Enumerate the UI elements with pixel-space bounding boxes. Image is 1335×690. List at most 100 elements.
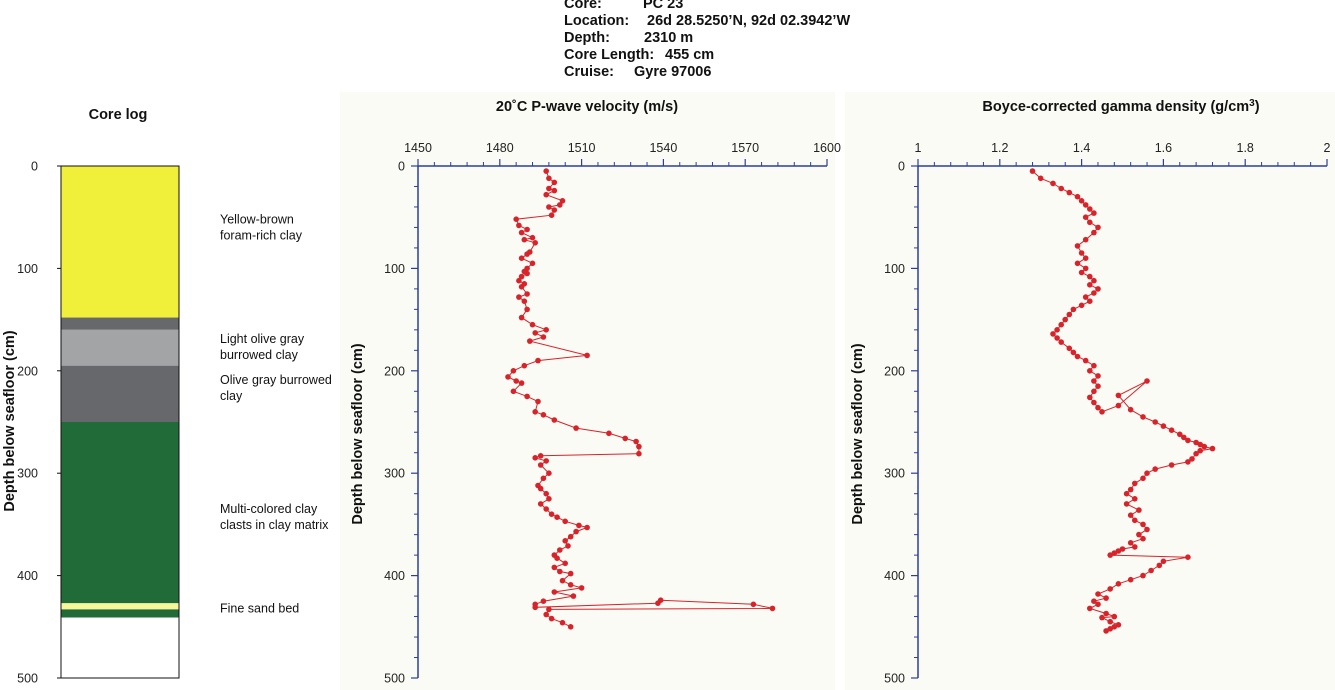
density-data-point [1148, 567, 1154, 574]
velocity-data-point [524, 291, 530, 297]
velocity-data-point [750, 601, 757, 608]
core-layer-5 [61, 603, 179, 610]
velocity-xtick-label: 1450 [404, 141, 432, 155]
density-data-point [1082, 357, 1089, 364]
density-data-point [1091, 378, 1097, 384]
density-data-point [1066, 189, 1073, 196]
density-data-point [1136, 531, 1142, 538]
density-xtick-label: 1 [915, 141, 922, 155]
velocity-data-point [584, 524, 590, 531]
density-data-point [1152, 466, 1158, 472]
velocity-ytick-label: 100 [384, 262, 405, 276]
velocity-data-point [543, 327, 549, 333]
velocity-data-point [532, 604, 538, 611]
velocity-data-point [524, 226, 530, 233]
velocity-data-point [540, 412, 547, 418]
velocity-data-point [567, 624, 574, 630]
velocity-data-point [543, 611, 549, 618]
velocity-plot-background [340, 92, 835, 690]
density-xtick-label: 1.4 [1073, 141, 1090, 155]
velocity-data-point [543, 506, 549, 512]
velocity-data-point [529, 260, 536, 267]
depth-row: Depth: 2310 m [564, 30, 850, 47]
velocity-data-point [513, 378, 519, 384]
density-data-point [1152, 419, 1158, 425]
density-data-point [1099, 409, 1105, 415]
core-ytick-label: 0 [31, 160, 38, 174]
velocity-data-point [633, 438, 639, 445]
velocity-data-point [636, 443, 642, 450]
velocity-data-point [622, 435, 628, 442]
core-layer-0 [61, 166, 179, 318]
density-data-point [1078, 250, 1085, 256]
density-data-point [1156, 562, 1163, 569]
density-xtick-label: 1.8 [1237, 141, 1254, 155]
density-data-point [1168, 427, 1175, 434]
location-row: Location: 26d 28.5250’N, 92d 02.3942’W [564, 13, 850, 30]
density-title-rest: ) [1255, 99, 1260, 115]
density-ytick-label: 400 [884, 569, 905, 583]
core-ytick-label: 500 [17, 672, 38, 686]
velocity-data-point [562, 560, 568, 567]
velocity-data-point [529, 234, 536, 241]
density-data-point [1095, 383, 1101, 390]
velocity-data-point [537, 485, 544, 492]
density-data-point [1132, 496, 1138, 502]
density-data-point [1185, 459, 1191, 465]
velocity-data-point [570, 593, 577, 599]
density-data-point [1087, 394, 1093, 401]
core-ytick-label: 400 [17, 569, 38, 583]
density-data-point [1062, 316, 1068, 323]
core-ytick-label: 200 [17, 364, 38, 378]
density-data-point [1140, 521, 1146, 528]
velocity-data-point [521, 298, 528, 305]
core-length-label: Core Length: [564, 47, 655, 63]
density-data-point [1201, 443, 1208, 450]
density-data-point [1168, 462, 1175, 468]
core-log-title: Core log [89, 107, 148, 123]
lithology-description-4: Fine sand bed [220, 601, 299, 615]
density-data-point [1091, 290, 1097, 296]
velocity-data-point [524, 270, 530, 277]
velocity-data-point [518, 380, 525, 386]
velocity-data-point [551, 179, 558, 186]
density-data-point [1091, 362, 1097, 369]
velocity-data-point [546, 185, 552, 192]
core-layer-6 [61, 609, 179, 618]
velocity-data-point [557, 568, 563, 575]
velocity-series-line [507, 170, 773, 628]
density-data-point [1140, 535, 1146, 542]
velocity-data-point [578, 585, 585, 591]
core-length-value: 455 cm [665, 47, 715, 63]
density-data-point [1185, 437, 1191, 444]
density-data-point [1082, 265, 1089, 272]
density-data-point [1074, 260, 1081, 267]
cruise-value: Gyre 97006 [634, 64, 712, 80]
lithology-description-2: clay [220, 389, 243, 403]
density-data-point [1074, 193, 1081, 200]
velocity-data-point [548, 511, 555, 517]
density-data-point [1185, 554, 1191, 560]
density-data-point [1115, 402, 1122, 409]
velocity-xtick-label: 1600 [813, 141, 841, 155]
density-data-point [1209, 445, 1216, 452]
velocity-data-point [546, 175, 552, 182]
velocity-data-point [510, 368, 517, 374]
density-data-point [1103, 595, 1109, 601]
density-data-point [1095, 404, 1101, 411]
velocity-data-point [540, 334, 547, 340]
density-data-point [1058, 339, 1064, 345]
velocity-data-point [543, 490, 549, 497]
density-data-point [1095, 224, 1101, 231]
density-series [1029, 168, 1216, 634]
velocity-data-point [557, 547, 563, 553]
velocity-data-point [546, 204, 552, 210]
density-data-point [1074, 243, 1081, 249]
velocity-xtick-label: 1510 [568, 141, 596, 155]
density-data-point [1144, 526, 1150, 533]
velocity-data-point [537, 453, 544, 459]
velocity-data-point [543, 458, 549, 464]
cruise-row: Cruise: Gyre 97006 [564, 64, 850, 81]
density-data-point [1197, 447, 1203, 454]
density-data-point [1082, 255, 1089, 261]
